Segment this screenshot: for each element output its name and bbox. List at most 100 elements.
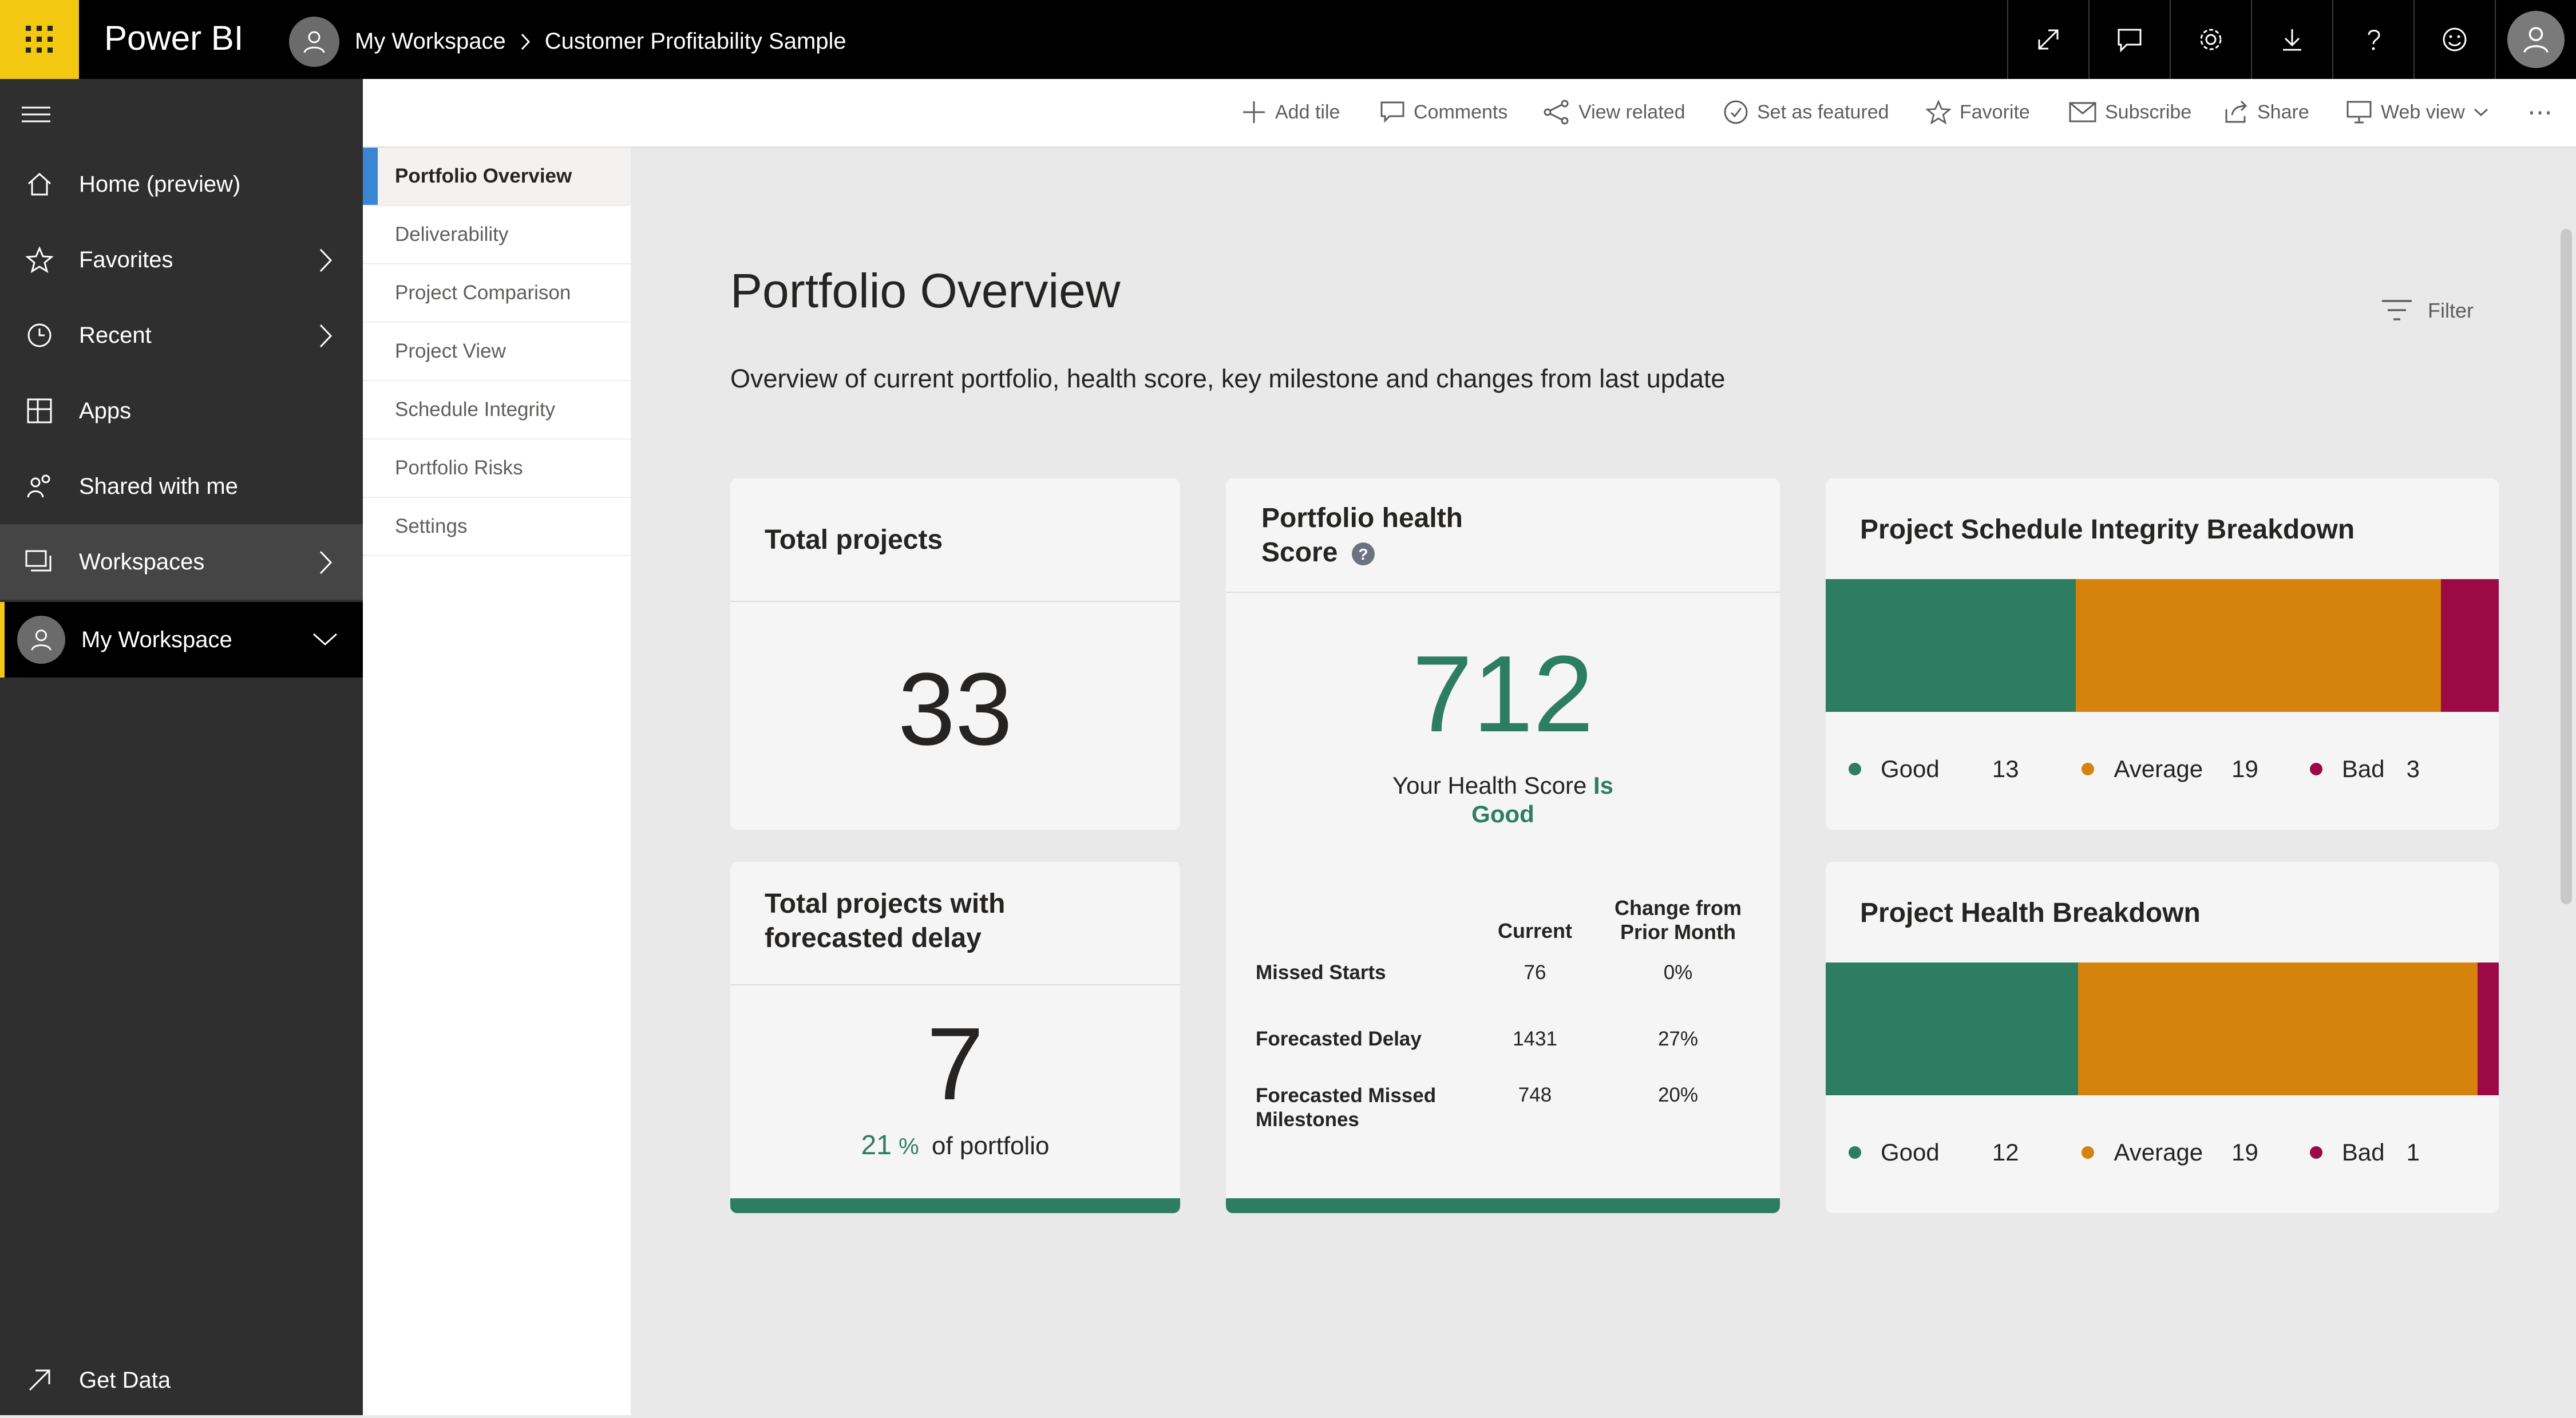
chevron-down-icon: [2474, 108, 2488, 117]
nav-item-recent[interactable]: Recent: [0, 298, 363, 373]
expand-button[interactable]: [2007, 0, 2088, 79]
legend-item-average: Average 19: [2082, 755, 2258, 783]
card-divider: [730, 601, 1180, 602]
more-icon: ⋯: [2527, 98, 2553, 126]
row-label-forecasted-delay: Forecasted Delay: [1256, 1028, 1422, 1050]
comments-label: Comments: [1414, 101, 1508, 123]
bar-segment-bad[interactable]: [2478, 963, 2499, 1095]
forecasted-delay-card[interactable]: Total projects with forecasted delay 7 2…: [730, 862, 1180, 1213]
share-icon: [2225, 100, 2247, 123]
page-tab-label: Portfolio Overview: [395, 165, 572, 187]
nav-item-home[interactable]: Home (preview): [0, 146, 363, 222]
card-title: Total projects with forecasted delay: [765, 887, 1005, 956]
page-tab-portfolio-risks[interactable]: Portfolio Risks: [363, 439, 631, 498]
bar-segment-good[interactable]: [1826, 963, 2078, 1095]
more-options-button[interactable]: ⋯: [2527, 92, 2553, 133]
cell-change: 27%: [1657, 1028, 1699, 1050]
legend-item-average: Average 19: [2082, 1139, 2258, 1166]
card-title-line: forecasted delay: [765, 923, 982, 953]
web-view-dropdown[interactable]: Web view: [2345, 92, 2489, 133]
bar-segment-average[interactable]: [2078, 963, 2478, 1095]
home-icon: [27, 172, 52, 196]
card-title: Portfolio health Score ?: [1261, 501, 1463, 570]
delay-pct-suffix: of portfolio: [931, 1132, 1050, 1160]
legend-label: Good: [1881, 1139, 1940, 1166]
nav-item-my-workspace[interactable]: My Workspace: [0, 602, 367, 678]
page-tab-settings[interactable]: Settings: [363, 498, 631, 556]
legend-label: Good: [1881, 755, 1940, 782]
report-title: Portfolio Overview: [730, 264, 1121, 318]
page-tab-label: Schedule Integrity: [395, 398, 556, 421]
nav-item-workspaces[interactable]: Workspaces: [0, 524, 363, 600]
app-launcher-button[interactable]: [0, 0, 79, 79]
add-tile-button[interactable]: Add tile: [1241, 92, 1340, 133]
bar-segment-average[interactable]: [2075, 579, 2442, 712]
nav-item-shared[interactable]: Shared with me: [0, 449, 363, 524]
comments-button[interactable]: Comments: [1379, 92, 1507, 133]
page-tab-portfolio-overview[interactable]: Portfolio Overview: [363, 148, 631, 206]
nav-item-favorites[interactable]: Favorites: [0, 222, 363, 298]
nav-item-apps[interactable]: Apps: [0, 373, 363, 449]
active-indicator: [363, 148, 378, 205]
legend: Good 12 Average 19 Bad 1: [1849, 1135, 2478, 1170]
arrow-up-right-icon: [29, 1369, 50, 1391]
nav-item-label: Recent: [79, 322, 152, 348]
app-title[interactable]: Power BI: [104, 19, 244, 57]
help-button[interactable]: [2332, 0, 2413, 79]
legend-dot: [2309, 763, 2322, 775]
delay-pct-sign: %: [899, 1134, 919, 1159]
schedule-integrity-card[interactable]: Project Schedule Integrity Breakdown Goo…: [1826, 478, 2499, 830]
bar-segment-bad[interactable]: [2441, 579, 2499, 712]
page-tab-label: Portfolio Risks: [395, 457, 523, 479]
shared-icon: [27, 474, 50, 498]
breadcrumb: My Workspace Customer Profitability Samp…: [355, 29, 846, 54]
share-button[interactable]: Share: [2223, 92, 2309, 133]
page-tab-label: Project View: [395, 340, 506, 362]
bar-segment-good[interactable]: [1826, 579, 2076, 712]
legend-dot: [1849, 1146, 1861, 1159]
comment-button[interactable]: [2088, 0, 2170, 79]
clock-icon: [27, 323, 52, 347]
settings-button[interactable]: [2170, 0, 2251, 79]
filter-icon: [2382, 300, 2412, 320]
user-icon: [303, 31, 325, 53]
user-avatar-icon: [2507, 11, 2565, 68]
page-tab-project-view[interactable]: Project View: [363, 323, 631, 381]
top-bar-actions: [2007, 0, 2576, 79]
share-label: Share: [2257, 101, 2309, 123]
health-status-value: Good: [1471, 801, 1534, 827]
set-featured-button[interactable]: Set as featured: [1723, 92, 1889, 133]
comment-icon: [2118, 29, 2142, 53]
page-tab-deliverability[interactable]: Deliverability: [363, 206, 631, 264]
filter-button[interactable]: Filter: [2381, 298, 2474, 324]
set-featured-label: Set as featured: [1757, 101, 1889, 123]
account-button[interactable]: [2495, 0, 2576, 79]
card-title: Total projects: [765, 525, 943, 555]
row-label-missed-milestones: Forecasted Missed Milestones: [1256, 1084, 1436, 1132]
share-nodes-icon: [1544, 100, 1569, 125]
health-score-card[interactable]: Portfolio health Score ? 712 Your Health…: [1226, 478, 1780, 1213]
waffle-icon: [26, 26, 53, 53]
delay-pct: 21: [861, 1130, 892, 1160]
total-projects-card[interactable]: Total projects 33: [730, 478, 1180, 830]
get-data-button[interactable]: Get Data: [0, 1342, 363, 1418]
favorite-button[interactable]: Favorite: [1925, 92, 2030, 133]
legend: Good 13 Average 19 Bad 3: [1849, 752, 2478, 786]
view-related-button[interactable]: View related: [1543, 92, 1685, 133]
card-title: Project Health Breakdown: [1860, 898, 2201, 928]
chevron-down-icon: [312, 633, 338, 646]
breadcrumb-workspace[interactable]: My Workspace: [355, 29, 506, 54]
download-button[interactable]: [2251, 0, 2332, 79]
page-tab-schedule-integrity[interactable]: Schedule Integrity: [363, 381, 631, 439]
health-breakdown-card[interactable]: Project Health Breakdown Good 12 Average 19…: [1826, 862, 2499, 1213]
feedback-button[interactable]: [2413, 0, 2495, 79]
avatar-icon: [17, 616, 65, 664]
subscribe-button[interactable]: Subscribe: [2068, 92, 2191, 133]
nav-toggle-button[interactable]: [21, 103, 52, 129]
legend-dot: [2309, 1146, 2322, 1159]
breadcrumb-report[interactable]: Customer Profitability Sample: [544, 29, 846, 54]
scrollbar[interactable]: [2561, 229, 2572, 904]
info-icon[interactable]: ?: [1351, 542, 1375, 566]
action-bar: [363, 79, 2576, 148]
page-tab-project-comparison[interactable]: Project Comparison: [363, 264, 631, 323]
